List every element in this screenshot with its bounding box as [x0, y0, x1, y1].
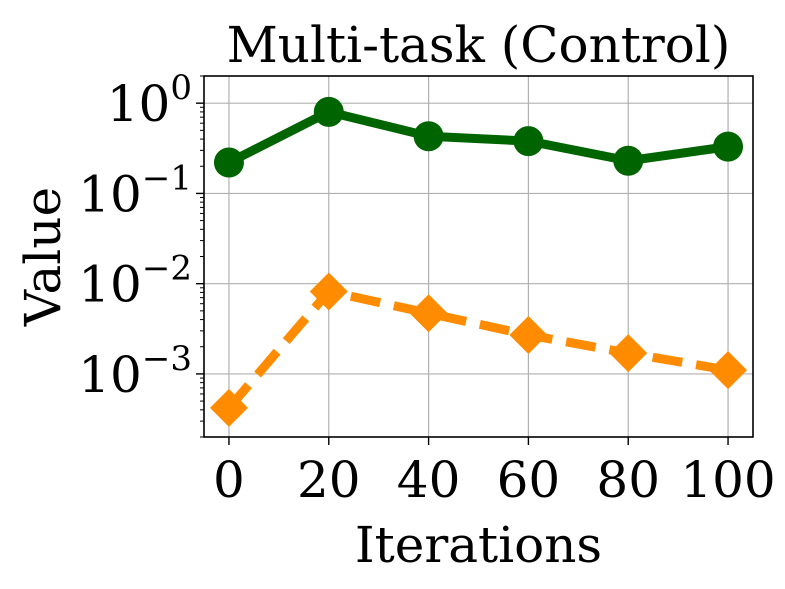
- series-2-point: [309, 272, 348, 311]
- series-1-point: [713, 131, 744, 162]
- x-tick-label: 100: [680, 451, 775, 509]
- series-2-point: [509, 315, 548, 354]
- y-axis-label: Value: [14, 187, 72, 327]
- axis-ticks: 0 20 40 60 80 100 10−3 10−2 10−1 100: [78, 68, 776, 509]
- x-tick-label: 80: [596, 451, 660, 509]
- series-1-point: [313, 96, 344, 127]
- x-tick-label: 40: [397, 451, 461, 509]
- series-2-point: [209, 388, 248, 427]
- series-2-point: [609, 334, 648, 373]
- series-1-point: [213, 147, 244, 178]
- y-tick-label: 10−2: [78, 249, 192, 314]
- series-2-line: [225, 286, 729, 411]
- x-tick-label: 60: [497, 451, 561, 509]
- y-tick-label: 100: [107, 68, 192, 133]
- series-1-point: [513, 126, 544, 157]
- y-tick-label: 10−1: [78, 158, 192, 223]
- x-tick-label: 20: [297, 451, 361, 509]
- series-1-line: [226, 107, 729, 167]
- series-2-point: [409, 294, 448, 333]
- series-2-point: [709, 351, 748, 390]
- series-1-point: [613, 145, 644, 176]
- series-1-point: [413, 121, 444, 152]
- x-tick-label: 0: [213, 451, 245, 509]
- series-group: [209, 96, 748, 427]
- y-tick-label: 10−3: [78, 339, 192, 404]
- x-axis-label: Iterations: [355, 516, 602, 574]
- chart-title: Multi-task (Control): [227, 16, 731, 74]
